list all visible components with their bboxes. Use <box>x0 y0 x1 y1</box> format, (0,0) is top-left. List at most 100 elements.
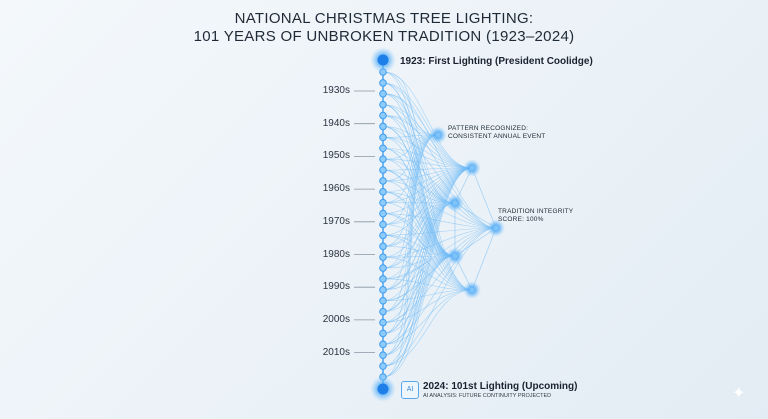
hidden-node <box>469 287 475 293</box>
timeline-node <box>379 144 387 153</box>
connection-line <box>471 227 497 291</box>
title-line-1: NATIONAL CHRISTMAS TREE LIGHTING: <box>234 10 534 27</box>
connection-line <box>382 289 473 345</box>
connection-line <box>382 82 473 169</box>
connection-line <box>382 158 456 257</box>
connection-line <box>382 134 439 138</box>
endpoint-node <box>377 383 389 395</box>
connection-line <box>471 167 497 229</box>
connection-line <box>382 202 456 291</box>
connection-line <box>382 126 473 169</box>
hidden-node <box>452 200 458 206</box>
connection-line <box>382 289 473 323</box>
timeline-node <box>379 231 387 240</box>
connection-line <box>382 134 439 204</box>
connection-line <box>382 134 439 312</box>
hidden-node <box>493 225 499 231</box>
connection-line <box>382 93 439 136</box>
connection-line <box>382 289 473 302</box>
connection-line <box>382 202 456 356</box>
connection-line <box>382 227 497 258</box>
timeline-node <box>379 275 387 283</box>
connection-line <box>382 134 439 378</box>
connection-line <box>382 137 473 169</box>
connection-line <box>382 255 456 378</box>
timeline-node <box>379 177 387 185</box>
decade-label: 1960s <box>322 183 350 195</box>
timeline-node <box>379 111 387 120</box>
event-2024: 2024: 101st Lighting (Upcoming) <box>423 381 578 392</box>
connection-line <box>382 137 456 257</box>
connection-line <box>382 167 473 323</box>
connection-line <box>382 167 473 302</box>
connection-line <box>382 180 456 257</box>
hidden-node <box>452 253 458 259</box>
timeline-node <box>379 133 387 142</box>
connection-line <box>382 115 456 257</box>
connection-line <box>382 134 439 269</box>
annotation-integrity: TRADITION INTEGRITY SCORE: 100% <box>498 208 574 223</box>
connection-line <box>382 202 456 312</box>
connection-line <box>382 227 497 236</box>
connection-line <box>382 147 497 229</box>
connection-line <box>382 167 473 334</box>
timeline-node <box>379 188 387 196</box>
connection-line <box>382 227 497 323</box>
timeline-node <box>379 79 387 87</box>
timeline-node <box>379 253 387 261</box>
connection-line <box>382 147 473 169</box>
connection-line <box>382 227 497 302</box>
event-1923: 1923: First Lighting (President Coolidge… <box>400 56 593 67</box>
title-line-2: 101 YEARS OF UNBROKEN TRADITION (1923–20… <box>193 28 575 45</box>
connection-line <box>382 202 456 378</box>
connection-line <box>382 158 473 169</box>
connection-line <box>382 71 473 169</box>
connection-line <box>382 134 439 225</box>
connection-line <box>382 227 497 280</box>
timeline-node <box>379 286 387 294</box>
annotation-pattern: PATTERN RECOGNIZED: CONSISTENT ANNUAL EVE… <box>448 125 546 140</box>
decade-label: 1970s <box>322 215 350 227</box>
connection-line <box>382 134 439 291</box>
timeline-node <box>379 340 387 349</box>
connection-line <box>382 169 473 291</box>
connection-line <box>382 147 473 291</box>
connection-line <box>382 167 473 182</box>
hidden-node <box>435 132 441 138</box>
connection-line <box>382 167 473 171</box>
timeline-node <box>379 100 387 109</box>
decade-label: 2010s <box>322 346 350 358</box>
connection-line <box>382 169 497 229</box>
decade-label: 1990s <box>322 281 350 293</box>
connection-line <box>382 134 439 160</box>
connection-line <box>382 213 473 291</box>
decade-label: 1930s <box>322 85 350 96</box>
connection-line <box>382 245 456 257</box>
timeline-node <box>379 89 387 98</box>
connection-line <box>382 289 473 367</box>
endpoint-node <box>377 54 389 66</box>
timeline-node <box>379 209 387 218</box>
connection-line <box>382 93 473 169</box>
decade-label: 1980s <box>322 248 350 260</box>
connection-line <box>382 191 456 257</box>
hidden-node <box>469 165 475 171</box>
timeline-node <box>379 122 387 131</box>
timeline-node <box>379 155 387 163</box>
decade-label: 2000s <box>322 313 350 325</box>
connection-line <box>382 134 439 182</box>
timeline-node <box>379 318 387 327</box>
connection-line <box>382 167 473 378</box>
timeline-node <box>379 242 387 251</box>
timeline-node <box>379 362 387 370</box>
timeline-node <box>379 307 387 316</box>
ai-chip-icon: AI <box>401 381 419 399</box>
timeline-node <box>379 329 387 338</box>
connection-line <box>382 82 473 291</box>
connection-line <box>382 255 456 269</box>
sparkle-icon: ✦ <box>732 385 746 402</box>
connection-line <box>382 126 473 291</box>
timeline-node <box>379 296 387 305</box>
connection-line <box>382 202 456 334</box>
connection-line <box>382 224 456 257</box>
